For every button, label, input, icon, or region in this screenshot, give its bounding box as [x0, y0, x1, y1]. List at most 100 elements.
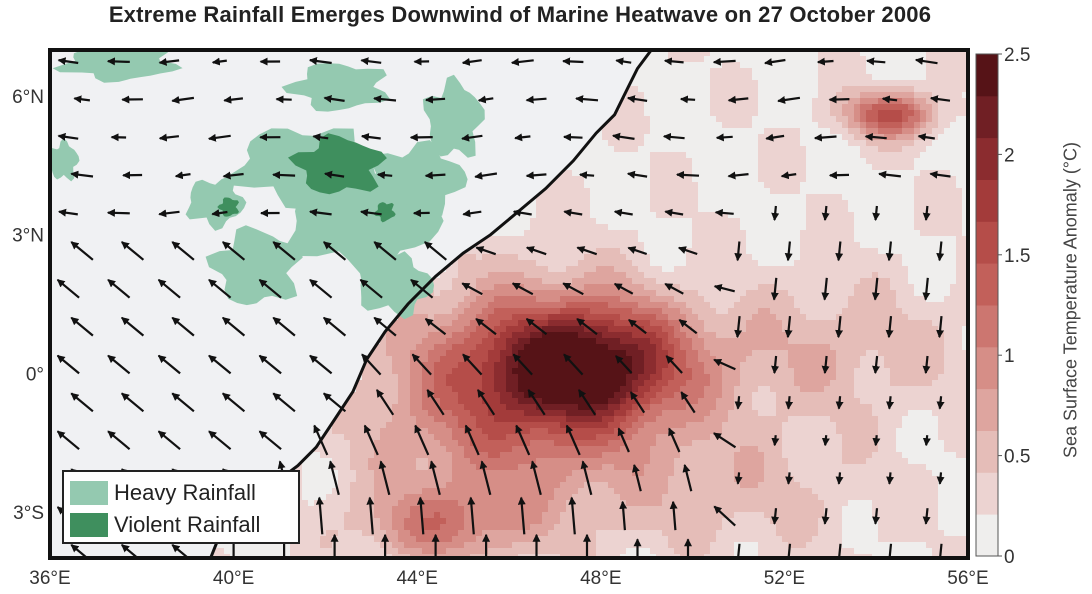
violent-rain-area	[373, 202, 396, 223]
wind-arrow	[323, 316, 347, 337]
heavy-rain-area	[50, 137, 80, 182]
wind-arrow	[713, 358, 736, 371]
wind-arrow	[527, 389, 546, 416]
wind-arrow	[121, 241, 145, 261]
wind-arrow	[106, 208, 130, 217]
wind-arrow	[360, 208, 382, 217]
wind-arrow	[464, 424, 480, 456]
wind-arrow	[414, 424, 430, 456]
wind-arrow	[158, 57, 180, 66]
colorbar-segment	[976, 514, 998, 557]
heavy-rain-area	[185, 175, 247, 231]
wind-arrow	[626, 95, 648, 104]
wind-arrow	[922, 355, 931, 374]
wind-arrow	[617, 427, 630, 453]
wind-arrow	[56, 354, 80, 375]
wind-arrow	[784, 543, 793, 558]
legend-label-heavy: Heavy Rainfall	[114, 480, 256, 505]
wind-arrow	[462, 209, 482, 218]
wind-arrow	[424, 171, 446, 180]
colorbar-label: Sea Surface Temperature Anomaly (°C)	[1060, 141, 1081, 459]
wind-arrow	[679, 95, 696, 104]
wind-arrow	[158, 133, 180, 142]
wind-arrow	[563, 208, 583, 217]
wind-arrow	[411, 353, 432, 376]
wind-arrow	[157, 278, 181, 299]
wind-arrow	[922, 435, 931, 447]
wind-arrow	[511, 282, 534, 296]
legend: Heavy Rainfall Violent Rainfall	[62, 470, 300, 544]
wind-arrow	[514, 133, 531, 142]
wind-arrow	[676, 170, 700, 179]
wind-arrow	[272, 392, 296, 413]
wind-arrow	[663, 57, 684, 66]
lon-tick-label: 40°E	[213, 568, 254, 589]
wind-arrow	[886, 396, 895, 410]
wind-arrow	[272, 170, 296, 179]
wind-arrow	[121, 316, 145, 337]
wind-arrow	[208, 430, 232, 451]
wind-arrow	[378, 460, 391, 496]
wind-arrow	[784, 241, 793, 262]
wind-arrow	[562, 57, 584, 66]
wind-arrow	[70, 170, 94, 179]
colorbar-segment	[976, 263, 998, 306]
wind-arrow	[727, 171, 749, 180]
wind-arrow	[628, 319, 647, 335]
wind-arrow	[770, 277, 779, 301]
wind-arrow	[872, 355, 881, 374]
lat-tick-label: 0°	[26, 364, 44, 385]
wind-arrow	[936, 543, 945, 558]
wind-arrow	[872, 508, 881, 525]
wind-arrow	[171, 392, 195, 413]
wind-arrow	[917, 133, 935, 142]
wind-arrow	[613, 208, 633, 217]
wind-arrow	[461, 282, 483, 296]
wind-arrow	[359, 278, 383, 299]
wind-arrow	[416, 496, 425, 535]
wind-arrow	[881, 95, 898, 104]
wind-arrow	[222, 316, 246, 337]
wind-arrow	[872, 435, 881, 447]
wind-arrow	[376, 171, 393, 180]
legend-swatch-heavy	[70, 481, 108, 505]
wind-arrow	[222, 171, 244, 180]
wind-arrow	[936, 472, 945, 485]
wind-arrow	[57, 57, 79, 66]
wind-arrow	[157, 354, 181, 375]
wind-arrow	[563, 353, 584, 376]
colorbar-tick-label: 1	[1004, 346, 1015, 367]
wind-arrow	[764, 58, 786, 67]
wind-arrow	[627, 246, 648, 256]
wind-arrow	[525, 95, 547, 104]
wind-arrow	[360, 57, 382, 66]
wind-arrow	[373, 95, 397, 104]
wind-arrow	[828, 95, 850, 104]
wind-arrow	[568, 496, 577, 535]
wind-arrow	[727, 95, 749, 104]
wind-arrow	[885, 315, 894, 339]
wind-arrow	[771, 508, 780, 525]
wind-arrow	[734, 315, 743, 339]
wind-arrow	[828, 171, 850, 180]
wind-arrow	[107, 430, 131, 451]
wind-arrow	[429, 460, 441, 496]
colorbar-tick-label: 1.5	[1004, 246, 1030, 267]
wind-arrow	[525, 318, 548, 336]
wind-arrow	[73, 95, 91, 104]
wind-arrow	[174, 171, 191, 180]
chart-title: Extreme Rainfall Emerges Downwind of Mar…	[108, 2, 932, 27]
wind-arrow	[835, 241, 844, 262]
wind-arrow	[361, 353, 382, 376]
wind-arrow	[517, 496, 526, 535]
colorbar-frame	[975, 53, 999, 557]
violent-rain-area	[288, 133, 387, 195]
lon-tick-label: 48°E	[580, 568, 621, 589]
wind-arrow	[207, 133, 231, 142]
wind-arrow	[922, 277, 931, 301]
wind-arrow	[922, 508, 931, 525]
wind-arrow	[734, 543, 743, 558]
violent-rain-area	[217, 197, 239, 217]
wind-arrow	[373, 241, 397, 261]
